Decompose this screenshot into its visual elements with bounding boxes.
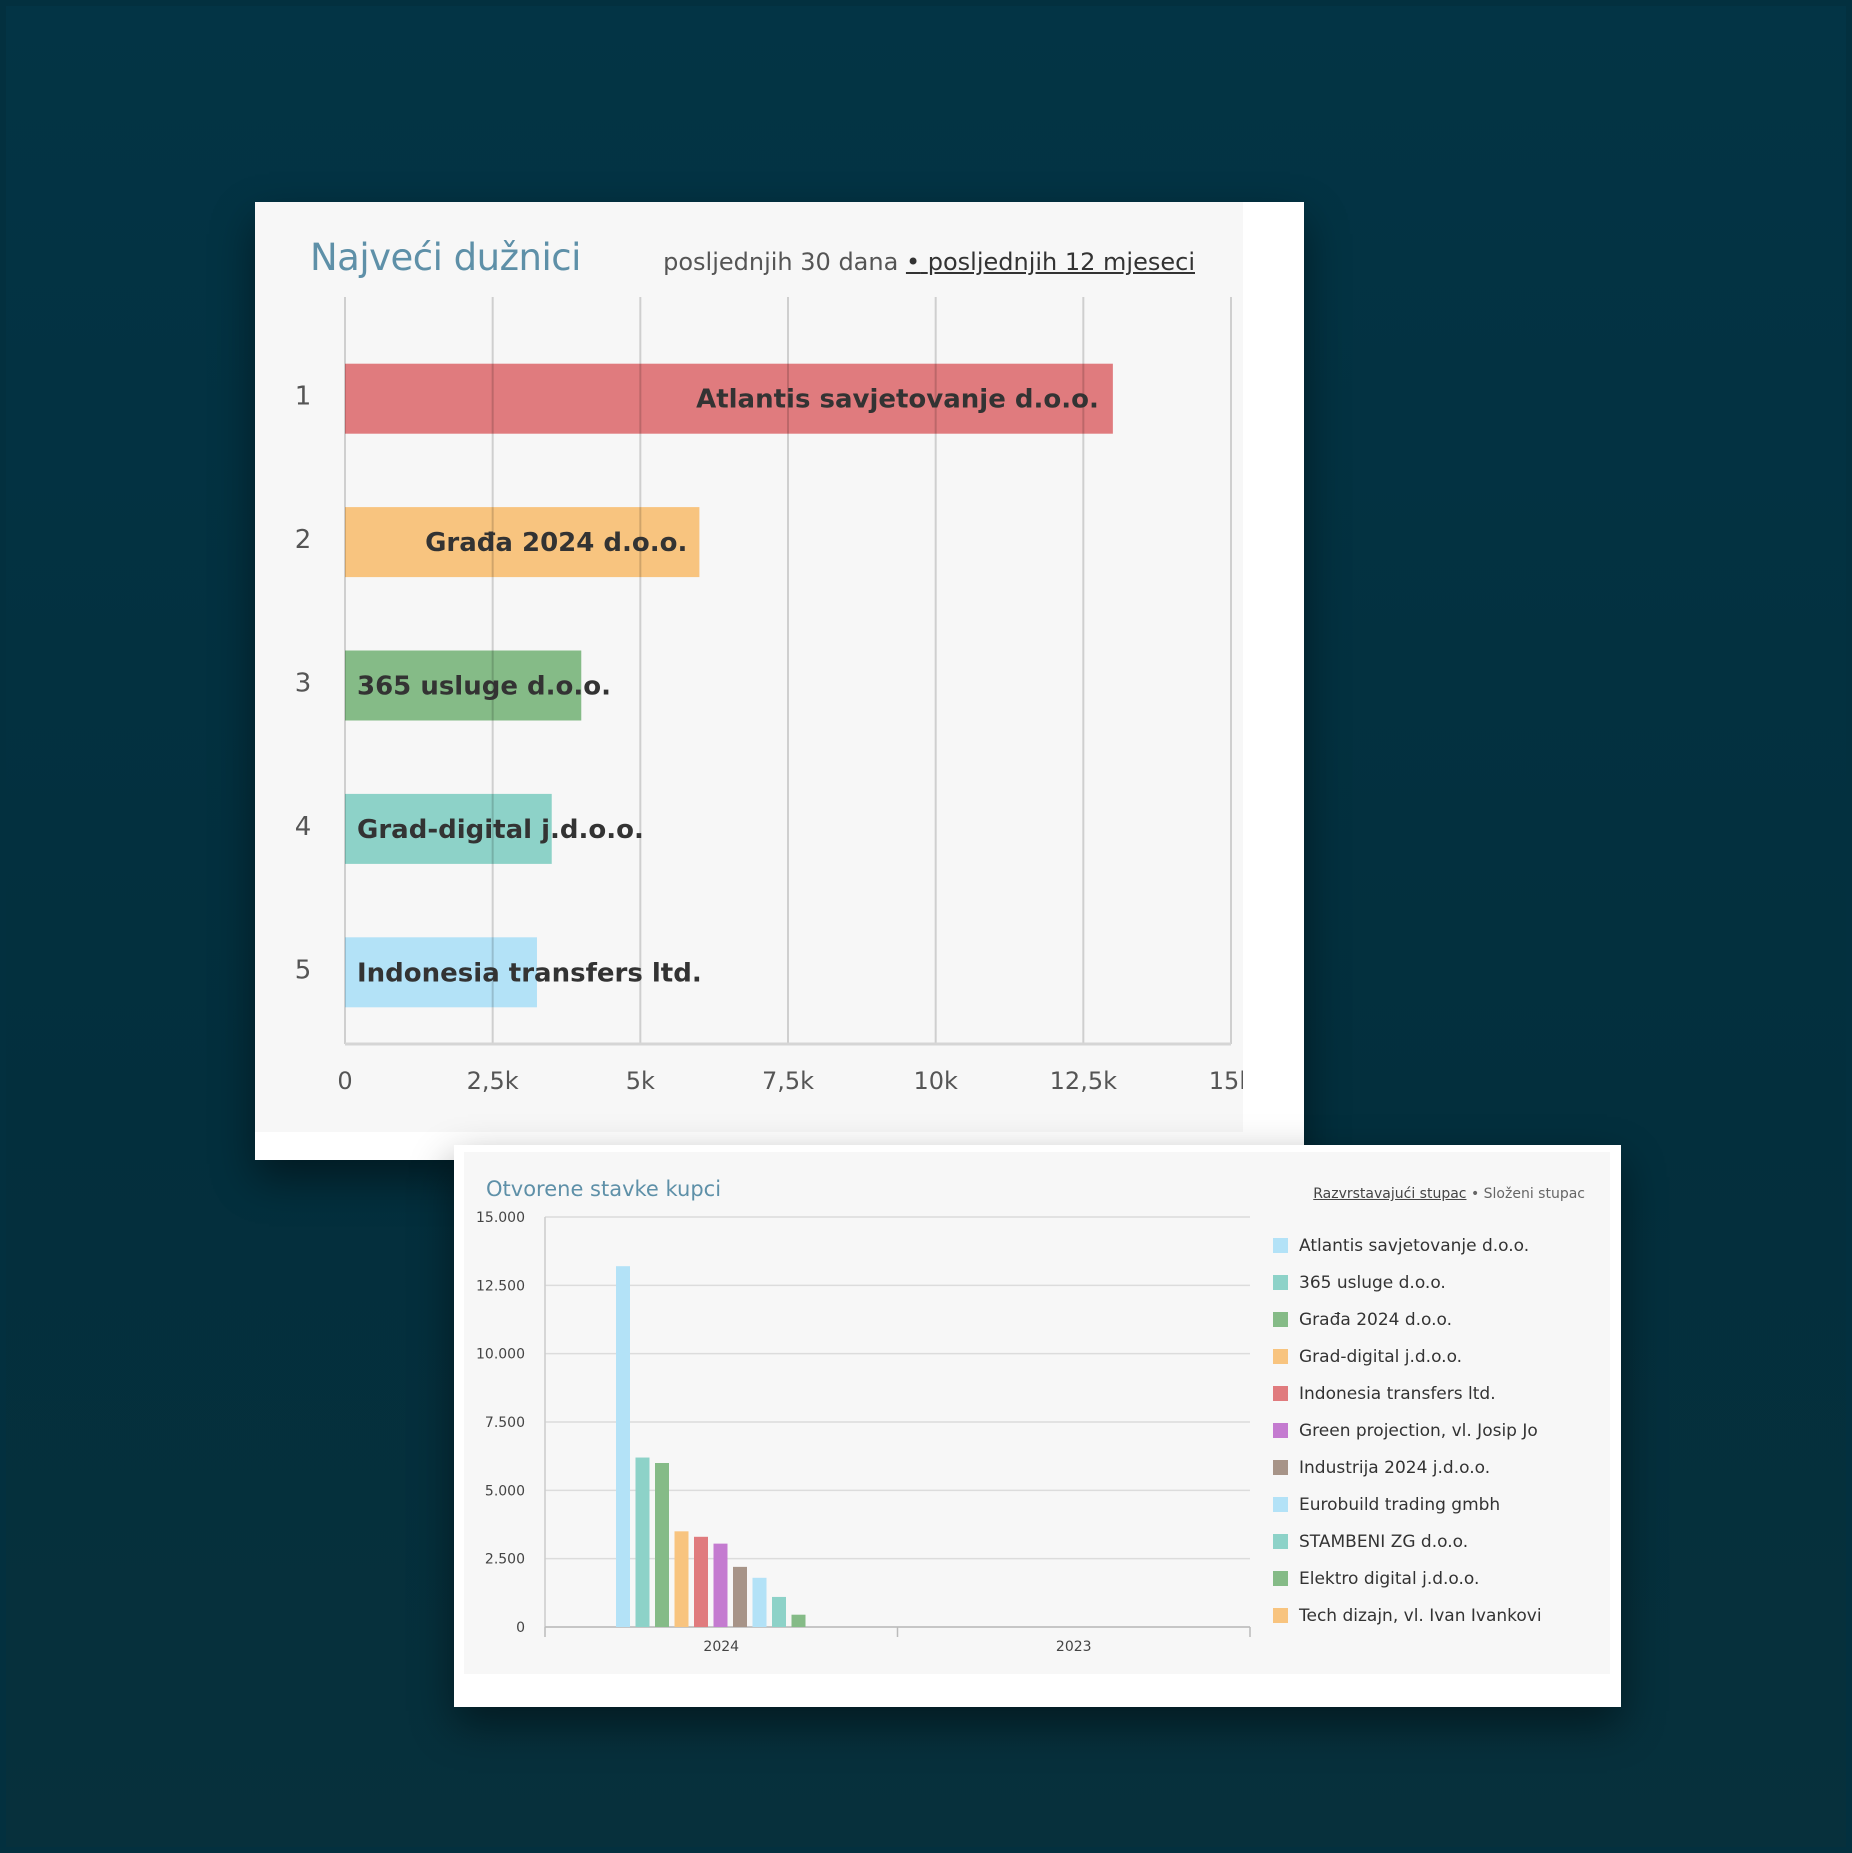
top-debtors-chart: 0 2,5k 5k 7,5k 10k 12,5k 15k 1 Atlantis savjetov… xyxy=(295,297,1243,1095)
column-0-2 xyxy=(655,1463,669,1627)
legend-swatch xyxy=(1273,1312,1288,1327)
legend-label: Tech dizajn, vl. Ivan Ivankovi xyxy=(1299,1605,1542,1626)
x-category-label: 2023 xyxy=(1056,1639,1092,1655)
x-category-label: 2024 xyxy=(703,1639,739,1655)
top-debtors-panel: Najveći dužnici posljednjih 30 dana • po… xyxy=(255,202,1243,1132)
legend-swatch xyxy=(1273,1238,1288,1253)
rank-label: 4 xyxy=(295,812,312,842)
legend-swatch xyxy=(1273,1275,1288,1290)
bar-1 xyxy=(345,363,1113,434)
legend-swatch xyxy=(1273,1534,1288,1549)
legend-item[interactable]: STAMBENI ZG d.o.o. xyxy=(1273,1523,1603,1560)
column-0-4 xyxy=(694,1536,708,1627)
legend-swatch xyxy=(1273,1608,1288,1623)
bar-3 xyxy=(345,650,582,721)
column-0-7 xyxy=(752,1577,767,1627)
chart-type-separator: • xyxy=(1470,1186,1480,1202)
bar-4 xyxy=(345,793,552,864)
open-items-legend: Atlantis savjetovanje d.o.o. 365 usluge d… xyxy=(1273,1227,1603,1634)
open-items-title: Otvorene stavke kupci xyxy=(486,1177,722,1201)
legend-item[interactable]: Indonesia transfers ltd. xyxy=(1273,1375,1603,1412)
x-tick-label: 12,5k xyxy=(1050,1067,1117,1095)
legend-item[interactable]: Grad-digital j.d.o.o. xyxy=(1273,1338,1603,1375)
x-tick-label: 2,5k xyxy=(467,1067,519,1095)
rank-label: 5 xyxy=(295,955,312,985)
bar-label: Atlantis savjetovanje d.o.o. xyxy=(696,385,1099,415)
legend-item[interactable]: Elektro digital j.d.o.o. xyxy=(1273,1560,1603,1597)
open-items-chart: 0 2.500 5.000 7.500 10.000 12.500 15.000 2024 20… xyxy=(476,1210,1251,1655)
x-tick-label: 7,5k xyxy=(762,1067,814,1095)
column-0-0 xyxy=(616,1266,630,1627)
legend-item[interactable]: Tech dizajn, vl. Ivan Ivankovi xyxy=(1273,1597,1603,1634)
legend-label: Atlantis savjetovanje d.o.o. xyxy=(1299,1235,1530,1256)
chart-type-toggle: Razvrstavajući stupac • Složeni stupac xyxy=(1313,1186,1585,1202)
legend-label: Građa 2024 d.o.o. xyxy=(1299,1309,1453,1330)
y-tick-label: 0 xyxy=(516,1620,525,1636)
column-0-9 xyxy=(791,1614,806,1627)
legend-label: Eurobuild trading gmbh xyxy=(1299,1494,1501,1515)
x-tick-label: 0 xyxy=(337,1067,352,1095)
y-tick-label: 12.500 xyxy=(476,1278,525,1294)
legend-swatch xyxy=(1273,1571,1288,1586)
bar-label: Grad-digital j.d.o.o. xyxy=(357,815,644,845)
bar-label: 365 usluge d.o.o. xyxy=(357,672,611,702)
period-option-12-months[interactable]: posljednjih 12 mjeseci xyxy=(927,248,1195,276)
legend-swatch xyxy=(1273,1497,1288,1512)
period-option-30-days[interactable]: posljednjih 30 dana xyxy=(663,248,899,276)
column-0-5 xyxy=(713,1543,728,1627)
legend-swatch xyxy=(1273,1423,1288,1438)
rank-label: 2 xyxy=(295,525,312,555)
legend-item[interactable]: Green projection, vl. Josip Jo xyxy=(1273,1412,1603,1449)
bar-label: Građa 2024 d.o.o. xyxy=(425,528,687,558)
legend-item[interactable]: Građa 2024 d.o.o. xyxy=(1273,1301,1603,1338)
y-tick-label: 15.000 xyxy=(476,1210,525,1226)
legend-label: Green projection, vl. Josip Jo xyxy=(1299,1420,1538,1441)
legend-item[interactable]: Industrija 2024 j.d.o.o. xyxy=(1273,1449,1603,1486)
bar-label: Indonesia transfers ltd. xyxy=(357,958,702,988)
column-0-1 xyxy=(635,1457,650,1627)
x-tick-label: 15k xyxy=(1209,1067,1243,1095)
legend-label: STAMBENI ZG d.o.o. xyxy=(1299,1531,1469,1552)
rank-label: 3 xyxy=(295,669,312,699)
legend-label: Grad-digital j.d.o.o. xyxy=(1299,1346,1463,1367)
y-tick-label: 5.000 xyxy=(485,1483,525,1499)
chart-type-stacked[interactable]: Složeni stupac xyxy=(1483,1186,1585,1202)
legend-swatch xyxy=(1273,1386,1288,1401)
rank-label: 1 xyxy=(295,382,312,412)
bar-5 xyxy=(345,937,537,1008)
legend-label: 365 usluge d.o.o. xyxy=(1299,1272,1446,1293)
x-tick-label: 5k xyxy=(626,1067,655,1095)
y-tick-label: 10.000 xyxy=(476,1347,525,1363)
chart-type-grouped[interactable]: Razvrstavajući stupac xyxy=(1313,1186,1467,1202)
open-items-card: Otvorene stavke kupci Razvrstavajući stu… xyxy=(454,1145,1621,1707)
legend-item[interactable]: Atlantis savjetovanje d.o.o. xyxy=(1273,1227,1603,1264)
legend-item[interactable]: 365 usluge d.o.o. xyxy=(1273,1264,1603,1301)
period-toggle: posljednjih 30 dana • posljednjih 12 mje… xyxy=(663,248,1195,276)
bar-2 xyxy=(345,507,700,578)
legend-swatch xyxy=(1273,1349,1288,1364)
top-debtors-title: Najveći dužnici xyxy=(310,236,581,279)
open-items-panel: Otvorene stavke kupci Razvrstavajući stu… xyxy=(464,1152,1610,1674)
legend-swatch xyxy=(1273,1460,1288,1475)
column-0-6 xyxy=(733,1566,747,1627)
top-debtors-card: Najveći dužnici posljednjih 30 dana • po… xyxy=(255,202,1304,1160)
legend-label: Indonesia transfers ltd. xyxy=(1299,1383,1496,1404)
period-toggle-separator: • xyxy=(905,248,921,276)
legend-label: Elektro digital j.d.o.o. xyxy=(1299,1568,1480,1589)
legend-label: Industrija 2024 j.d.o.o. xyxy=(1299,1457,1491,1478)
y-tick-label: 7.500 xyxy=(485,1415,525,1431)
x-tick-label: 10k xyxy=(913,1067,958,1095)
y-tick-label: 2.500 xyxy=(485,1552,525,1568)
column-0-3 xyxy=(674,1531,689,1627)
legend-item[interactable]: Eurobuild trading gmbh xyxy=(1273,1486,1603,1523)
column-0-8 xyxy=(772,1596,786,1627)
